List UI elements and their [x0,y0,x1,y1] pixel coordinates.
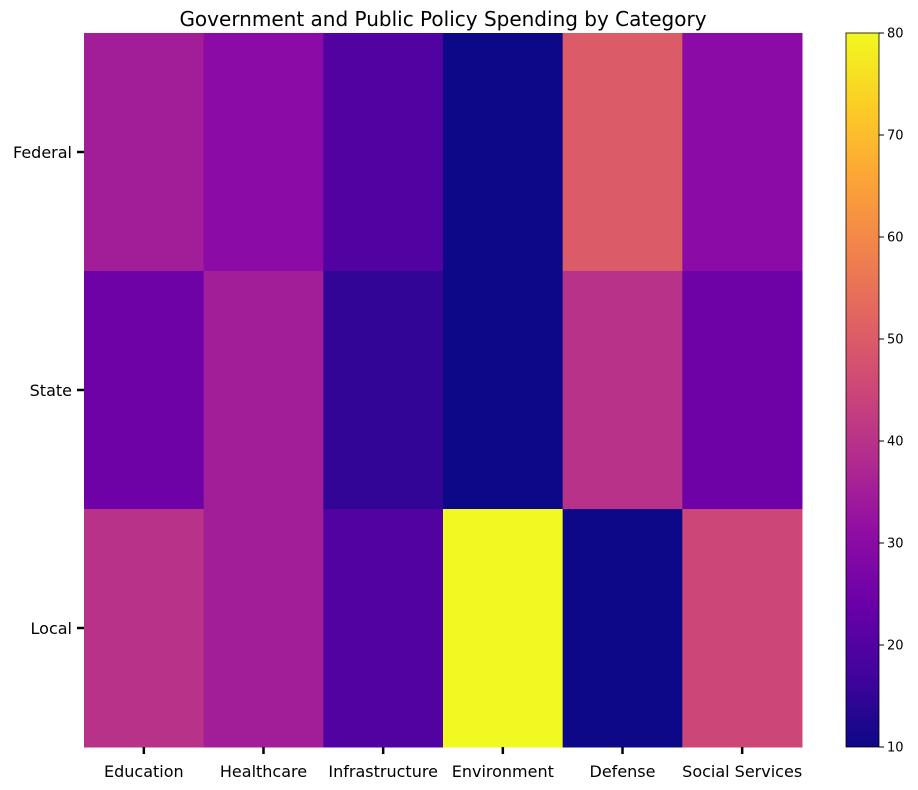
x-tick-label: Infrastructure [328,762,437,781]
colorbar-tick-label: 30 [887,537,904,552]
heatmap-cell [323,509,444,748]
heatmap-cell [84,509,205,748]
heatmap-cell [443,33,564,272]
x-tick-label: Healthcare [220,762,307,781]
heatmap-cell [562,271,683,510]
y-tick-label: Local [31,619,72,638]
x-tick-label: Environment [452,762,554,781]
x-tick-label: Education [104,762,184,781]
colorbar-tick-label: 50 [887,333,904,348]
heatmap-cell [323,33,444,272]
heatmap-cell [203,271,324,510]
heatmap-cell [682,509,803,748]
heatmap-cell [84,271,205,510]
heatmap-cell [323,271,444,510]
y-tick-label: Federal [13,143,72,162]
y-axis-ticks: Federal State Local [13,143,84,638]
heatmap-cell [203,509,324,748]
heatmap-cell [562,33,683,272]
heatmap-cell [562,509,683,748]
heatmap-cell [443,271,564,510]
colorbar-tick-label: 10 [887,741,904,756]
colorbar-tick-label: 20 [887,639,904,654]
heatmap-cell [84,33,205,272]
colorbar-gradient [845,32,880,748]
colorbar-tick-label: 70 [887,129,904,144]
heatmap-cell [443,509,564,748]
heatmap-cell [682,271,803,510]
chart-title: Government and Public Policy Spending by… [179,7,706,31]
y-tick-label: State [30,381,72,400]
colorbar: 10 20 30 40 50 60 70 80 [845,27,904,756]
x-tick-label: Social Services [682,762,802,781]
colorbar-ticks: 10 20 30 40 50 60 70 80 [879,27,904,756]
colorbar-tick-label: 60 [887,231,904,246]
heatmap-cell [682,33,803,272]
colorbar-tick-label: 40 [887,435,904,450]
x-tick-label: Defense [590,762,656,781]
colorbar-tick-label: 80 [887,27,904,42]
heatmap-cells [84,33,803,748]
heatmap-cell [203,33,324,272]
x-axis-ticks: Education Healthcare Infrastructure Environ… [104,747,802,781]
